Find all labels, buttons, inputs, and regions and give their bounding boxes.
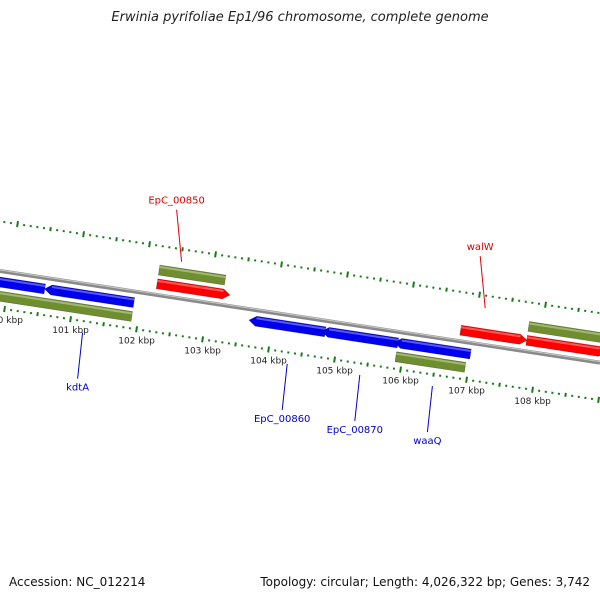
label-text: walW xyxy=(467,242,494,253)
scale-label: 100 kbp xyxy=(0,316,23,326)
top-scale xyxy=(3,220,600,314)
label-text: kdtA xyxy=(66,383,89,394)
scale-label: 107 kbp xyxy=(448,387,485,397)
major-tick xyxy=(3,305,7,313)
scale-label: 103 kbp xyxy=(184,346,221,356)
backbone-line xyxy=(0,269,600,365)
scale-label: 106 kbp xyxy=(382,377,419,387)
minor-tick xyxy=(432,372,435,377)
major-tick xyxy=(214,251,217,258)
major-tick xyxy=(544,301,547,308)
minor-tick xyxy=(300,352,303,357)
backbone-highlight xyxy=(0,269,600,363)
scale-label: 105 kbp xyxy=(316,367,353,377)
minor-tick xyxy=(577,307,580,312)
minor-tick xyxy=(115,237,118,242)
reverse-gene-label[interactable]: kdtA xyxy=(66,332,89,394)
label-leader-line xyxy=(281,363,288,410)
major-tick xyxy=(333,356,337,363)
scale-label: 108 kbp xyxy=(514,397,551,407)
feature-labels: EpC_00850 walW kdtA EpC_00860 EpC_00870 waaQ xyxy=(66,196,494,447)
major-tick xyxy=(399,366,403,373)
reverse-cds xyxy=(0,276,46,295)
minor-tick xyxy=(234,342,237,347)
forward-cds xyxy=(525,335,600,357)
reverse-gene xyxy=(394,351,467,373)
major-tick xyxy=(201,336,205,343)
scale-label: 104 kbp xyxy=(250,356,287,366)
forward-gene-label[interactable]: walW xyxy=(467,242,494,309)
minor-tick xyxy=(102,322,105,327)
label-leader-line xyxy=(176,209,183,262)
forward-gene xyxy=(527,321,600,343)
label-text: EpC_00860 xyxy=(254,414,310,425)
major-tick xyxy=(267,346,271,353)
minor-tick xyxy=(445,287,448,292)
minor-tick xyxy=(313,267,316,272)
forward-gene xyxy=(158,264,227,286)
reverse-gene-label[interactable]: EpC_00870 xyxy=(327,374,383,436)
label-text: EpC_00850 xyxy=(148,196,204,207)
scale-label: 102 kbp xyxy=(118,336,155,346)
label-leader-line xyxy=(426,386,433,433)
reverse-gene xyxy=(0,290,133,322)
reverse-cds xyxy=(43,284,135,308)
major-tick xyxy=(16,220,19,228)
minor-tick xyxy=(498,382,501,387)
minor-tick xyxy=(181,247,184,252)
label-leader-line xyxy=(354,374,361,422)
forward-cds xyxy=(155,278,231,300)
minor-tick xyxy=(511,297,514,302)
minor-tick xyxy=(379,277,382,282)
major-tick xyxy=(82,231,85,238)
minor-tick xyxy=(366,362,369,367)
major-tick xyxy=(346,271,349,278)
scale-label: 101 kbp xyxy=(52,326,89,336)
major-tick xyxy=(465,376,469,383)
accession-text: Accession: NC_012214 xyxy=(9,575,146,589)
major-tick xyxy=(531,386,535,393)
bottom-scale: 100 kbp 101 kbp 102 kbp 103 kbp 104 kbp 105 k… xyxy=(0,305,600,407)
tick-marks: 100 kbp 101 kbp 102 kbp 103 kbp 104 kbp 105 k… xyxy=(0,220,600,407)
reverse-gene-label[interactable]: waaQ xyxy=(413,386,442,447)
major-tick xyxy=(412,281,415,288)
reverse-gene-label[interactable]: EpC_00860 xyxy=(254,363,310,425)
major-tick xyxy=(148,241,151,248)
forward-cds xyxy=(459,324,528,345)
features xyxy=(0,264,600,373)
minor-tick xyxy=(564,392,567,397)
major-tick xyxy=(135,326,139,333)
minor-tick xyxy=(49,227,52,232)
forward-gene-label[interactable]: EpC_00850 xyxy=(148,196,205,262)
topology-text: Topology: circular; Length: 4,026,322 bp… xyxy=(260,575,590,589)
backbone xyxy=(0,269,600,365)
major-tick xyxy=(478,291,481,298)
reverse-cds xyxy=(393,338,472,360)
major-tick xyxy=(597,396,600,403)
label-leader-line xyxy=(479,256,486,309)
minor-tick xyxy=(168,332,171,337)
major-tick xyxy=(280,261,283,268)
major-tick xyxy=(69,316,73,323)
label-text: EpC_00870 xyxy=(327,425,383,436)
label-leader-line xyxy=(77,332,84,379)
genome-map: 100 kbp 101 kbp 102 kbp 103 kbp 104 kbp 105 k… xyxy=(0,196,600,447)
map-title: Erwinia pyrifoliae Ep1/96 chromosome, co… xyxy=(111,10,489,25)
minor-tick xyxy=(36,312,39,317)
label-text: waaQ xyxy=(413,436,441,447)
minor-tick xyxy=(247,257,250,262)
